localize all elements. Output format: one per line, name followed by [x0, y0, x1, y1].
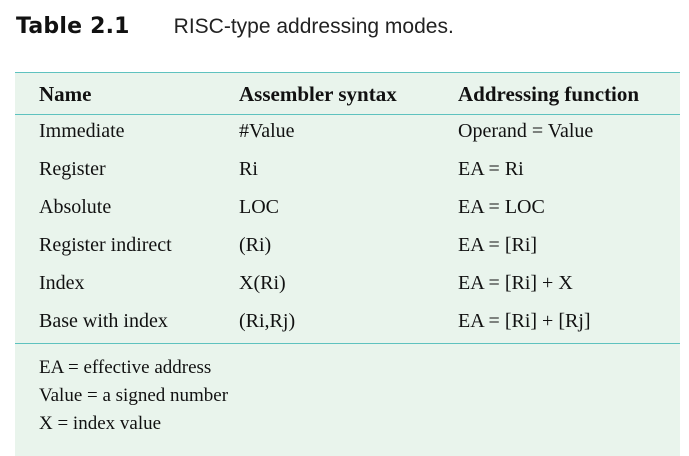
table-row: Absolute LOC EA = LOC — [15, 196, 680, 226]
addressing-function: EA = [Ri] + X — [458, 272, 573, 294]
table-number: Table 2.1 — [16, 14, 130, 39]
footnote: Value = a signed number — [39, 385, 229, 406]
column-header-name: Name — [39, 82, 92, 106]
footnote: EA = effective address — [39, 357, 212, 378]
mode-name: Index — [39, 272, 85, 294]
mode-name: Register — [39, 158, 106, 180]
mode-name: Absolute — [39, 196, 112, 218]
addressing-function: EA = [Ri] + [Rj] — [458, 310, 591, 332]
top-rule — [15, 72, 680, 73]
assembler-syntax: (Ri,Rj) — [239, 310, 296, 332]
bottom-rule — [15, 343, 680, 344]
addressing-function: Operand = Value — [458, 120, 594, 142]
header-rule — [15, 114, 680, 115]
mode-name: Register indirect — [39, 234, 172, 256]
assembler-syntax: LOC — [239, 196, 279, 218]
assembler-syntax: Ri — [239, 158, 258, 180]
table-row: Register indirect (Ri) EA = [Ri] — [15, 234, 680, 264]
mode-name: Immediate — [39, 120, 125, 142]
mode-name: Base with index — [39, 310, 168, 332]
addressing-function: EA = [Ri] — [458, 234, 538, 256]
table-row: Register Ri EA = Ri — [15, 158, 680, 188]
table-title: Table 2.1 RISC-type addressing modes. — [16, 14, 454, 46]
table-panel: Name Assembler syntax Addressing functio… — [15, 72, 680, 456]
table-caption: RISC-type addressing modes. — [173, 15, 454, 38]
table-row: Immediate #Value Operand = Value — [15, 120, 680, 150]
table-row: Index X(Ri) EA = [Ri] + X — [15, 272, 680, 302]
column-header-syntax: Assembler syntax — [239, 82, 397, 106]
footnote: X = index value — [39, 413, 162, 434]
assembler-syntax: #Value — [239, 120, 295, 142]
table-row: Base with index (Ri,Rj) EA = [Ri] + [Rj] — [15, 310, 680, 340]
assembler-syntax: (Ri) — [239, 234, 272, 256]
addressing-function: EA = LOC — [458, 196, 545, 218]
assembler-syntax: X(Ri) — [239, 272, 286, 294]
column-header-function: Addressing function — [458, 82, 640, 106]
addressing-function: EA = Ri — [458, 158, 524, 180]
